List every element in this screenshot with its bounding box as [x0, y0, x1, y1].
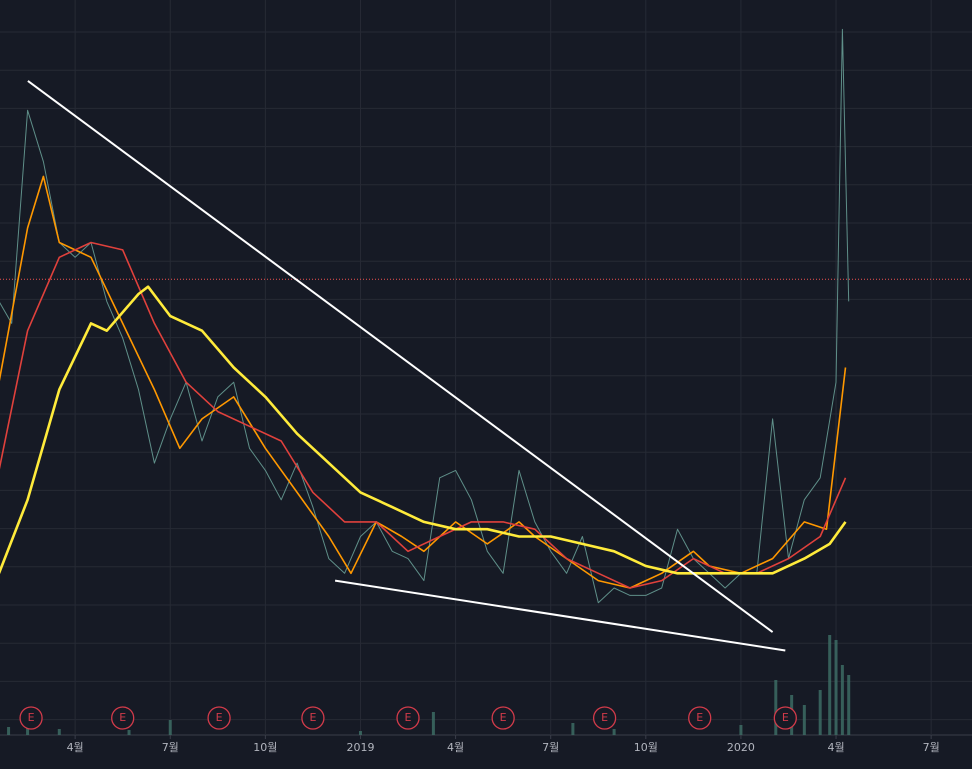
volume-bar	[828, 635, 832, 735]
x-tick-label: 2019	[346, 741, 374, 754]
x-tick-label: 10월	[253, 741, 277, 754]
volume-bar	[802, 705, 806, 735]
volume-bar	[127, 730, 131, 735]
x-tick-label: 10월	[634, 741, 658, 754]
earnings-marker	[491, 706, 515, 730]
earnings-marker	[592, 706, 617, 730]
earnings-marker	[301, 706, 325, 730]
volume-bar	[847, 675, 851, 735]
earnings-label: E	[119, 711, 126, 724]
series-line	[0, 285, 847, 575]
x-tick-label: 7월	[542, 741, 559, 754]
x-tick-label: 2020	[727, 741, 755, 754]
earnings-marker	[773, 706, 797, 730]
volume-bar	[431, 712, 435, 735]
volume-bar	[168, 720, 172, 735]
x-tick-label: 7월	[923, 741, 940, 754]
trendline	[27, 80, 774, 633]
volume-bar	[7, 727, 11, 735]
series-line	[0, 241, 847, 589]
earnings-label: E	[696, 711, 703, 724]
earnings-marker	[111, 706, 135, 730]
x-tick-label: 4월	[827, 741, 844, 754]
volume-bar	[612, 729, 616, 735]
series-line	[0, 28, 850, 604]
volume-bar	[834, 640, 838, 735]
volume-bar	[818, 690, 822, 735]
trendline	[334, 579, 786, 652]
earnings-marker	[396, 706, 420, 730]
earnings-label: E	[601, 711, 608, 724]
earnings-label: E	[28, 711, 35, 724]
series-line	[0, 175, 847, 589]
earnings-label: E	[405, 711, 412, 724]
volume-bar	[840, 665, 844, 735]
volume-bar	[571, 723, 575, 735]
earnings-marker	[688, 706, 712, 730]
volume-bar	[57, 729, 61, 735]
volume-bar	[358, 731, 362, 735]
earnings-marker	[19, 706, 43, 730]
earnings-label: E	[216, 711, 223, 724]
earnings-marker	[207, 706, 231, 730]
volume-bar	[26, 725, 30, 735]
earnings-label: E	[500, 711, 507, 724]
x-tick-label: 4월	[67, 741, 84, 754]
volume-bar	[739, 725, 743, 735]
x-tick-label: 4월	[447, 741, 464, 754]
earnings-label: E	[782, 711, 789, 724]
earnings-label: E	[309, 711, 316, 724]
x-tick-label: 7월	[162, 741, 179, 754]
volume-bar	[774, 680, 778, 735]
